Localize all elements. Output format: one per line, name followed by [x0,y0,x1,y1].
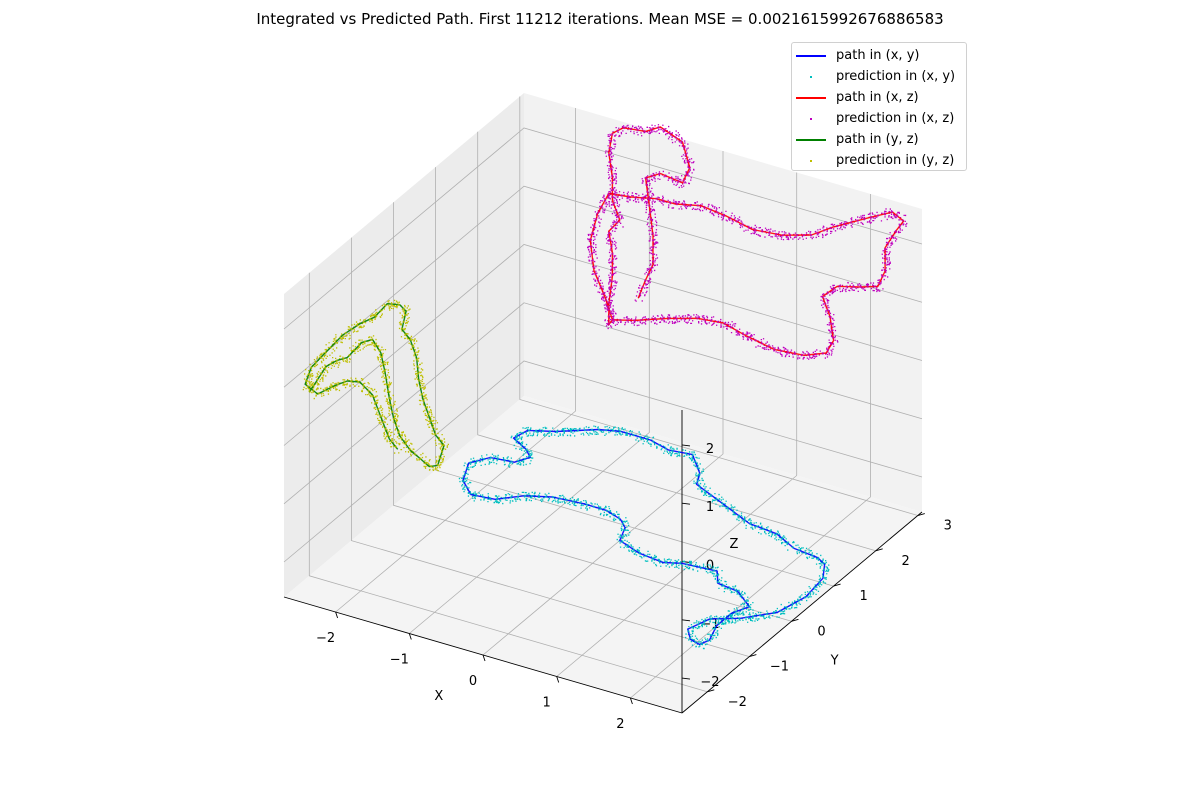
axis-panes [284,93,922,713]
legend-item: path in (x, z) [792,87,966,108]
legend-item: path in (x, y) [792,45,966,66]
grid-lines [283,96,923,699]
grid-line-y [435,167,834,587]
legend-marker-swatch [796,150,826,171]
legend-label: path in (x, z) [836,90,919,105]
legend-line-swatch [796,129,826,150]
x-tick-label: 0 [469,674,477,689]
legend-item: prediction in (x, y) [792,66,966,87]
grid-line-z [283,360,923,563]
axis-labels: X Y Z [434,537,838,704]
z-tick-mark [681,677,691,680]
legend-item: prediction in (x, z) [792,108,966,129]
y-tick-label: 2 [902,554,910,569]
z-tick-label: 0 [706,559,714,574]
grid-line-y [350,237,750,657]
y-tick-mark [917,513,925,516]
legend-label: prediction in (y, z) [836,153,955,168]
y-tick-mark [791,618,799,622]
x-tick-mark [629,697,633,705]
z-tick-label: 1 [706,500,714,515]
x-tick-label: 2 [616,717,624,732]
series-xz [587,124,908,360]
x-tick-mark [335,611,339,619]
x-tick-mark [408,633,412,640]
series-xy [458,425,830,650]
grid-line-y [477,131,876,552]
legend-label: prediction in (x, z) [836,111,955,126]
legend: path in (x, y) prediction in (x, y) path i… [791,42,967,171]
y-tick-label: −1 [770,660,789,675]
prediction-dots-xz [587,124,908,360]
grid-line-z [283,244,923,446]
legend-label: path in (y, z) [836,132,919,147]
y-tick-mark [707,689,715,693]
z-tick-mark [681,619,691,622]
x-tick-label: −2 [316,631,335,646]
y-tick-mark [833,583,841,587]
y-tick-label: 1 [859,589,867,604]
chart-title: Integrated vs Predicted Path. First 1121… [256,10,944,28]
y-tick-label: −2 [728,695,747,710]
legend-line-swatch [796,45,826,66]
grid-line-y [519,96,918,516]
grid-line-x [556,172,798,677]
y-axis-line [681,511,923,714]
legend-line-swatch [796,87,826,108]
legend-label: prediction in (x, y) [836,69,956,84]
x-tick-label: 1 [543,696,551,711]
prediction-overlay-yz [303,302,446,468]
z-tick-label: −2 [700,675,719,690]
y-tick-label: 3 [944,519,952,534]
grid-line-z [283,127,923,330]
x-tick-label: −1 [390,653,409,668]
legend-marker-swatch [796,108,826,129]
grid-line-y [393,202,792,622]
y-tick-label: 0 [817,624,825,639]
grid-line-x [630,194,871,699]
series-yz [302,299,449,472]
y-axis-label: Y [830,653,839,668]
x-tick-mark [482,654,486,662]
data-series [302,124,908,650]
z-tick-mark [681,502,691,505]
z-tick-mark [681,444,691,447]
legend-label: path in (x, y) [836,48,920,63]
legend-marker-swatch [796,66,826,87]
x-axis-label: X [434,689,443,704]
legend-item: path in (y, z) [792,129,966,150]
y-tick-mark [875,548,883,552]
grid-line-x [482,151,724,656]
prediction-overlay-xz [589,125,906,357]
grid-line-x [335,108,576,613]
x-tick-mark [556,676,560,683]
prediction-overlay-xy [461,428,826,646]
legend-item: prediction in (y, z) [792,150,966,171]
z-tick-label: 2 [706,442,714,457]
prediction-dots-yz [302,299,449,472]
z-axis-label: Z [730,537,739,552]
y-tick-mark [749,654,757,658]
grid-line-z [283,302,923,505]
